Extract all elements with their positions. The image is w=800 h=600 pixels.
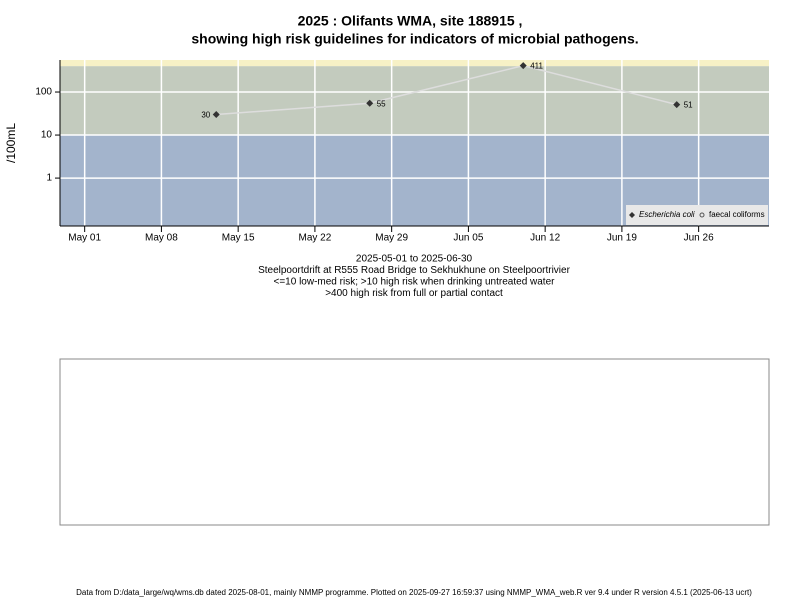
legend-marker: [699, 212, 705, 218]
y-tick-label: 100: [35, 87, 52, 98]
data-label: 411: [530, 62, 543, 71]
risk-band: [60, 66, 769, 136]
data-label: 51: [684, 101, 693, 110]
x-tick-label: May 29: [375, 233, 408, 244]
y-tick-label: 1: [46, 173, 52, 184]
data-point: [366, 99, 374, 107]
data-label: 55: [377, 99, 386, 108]
y-axis-label: /100mL: [4, 123, 18, 163]
legend-box: [626, 205, 768, 225]
x-tick-label: Jun 12: [530, 233, 560, 244]
note: <=10 low-med risk; >10 high risk when dr…: [274, 277, 556, 288]
chart-title: 2025 : Olifants WMA, site 188915 ,: [298, 13, 523, 29]
risk-band: [60, 60, 769, 67]
x-tick-label: May 01: [68, 233, 101, 244]
y-tick-label: 10: [41, 130, 53, 141]
x-tick-label: Jun 19: [607, 233, 637, 244]
series-line: [216, 64, 677, 116]
legend-label: Escherichia coli: [639, 210, 695, 219]
x-tick-label: May 15: [222, 233, 255, 244]
chart-subtitle: showing high risk guidelines for indicat…: [191, 31, 638, 47]
x-tick-label: May 22: [299, 233, 332, 244]
x-tick-label: May 08: [145, 233, 178, 244]
empty-panel: [59, 358, 770, 526]
legend-marker: [629, 212, 635, 218]
data-label: 30: [201, 111, 210, 120]
x-tick-label: Jun 26: [684, 233, 714, 244]
data-point: [212, 111, 220, 119]
x-tick-label: Jun 05: [453, 233, 483, 244]
note: Steelpoortdrift at R555 Road Bridge to S…: [258, 265, 571, 276]
note: 2025-05-01 to 2025-06-30: [356, 254, 473, 265]
data-point: [519, 62, 527, 70]
legend-label: faecal coliforms: [709, 210, 765, 219]
footer: Data from D:/data_large/wq/wms.db dated …: [76, 588, 752, 597]
data-point: [673, 101, 681, 109]
note: >400 high risk from full or partial cont…: [325, 288, 503, 299]
